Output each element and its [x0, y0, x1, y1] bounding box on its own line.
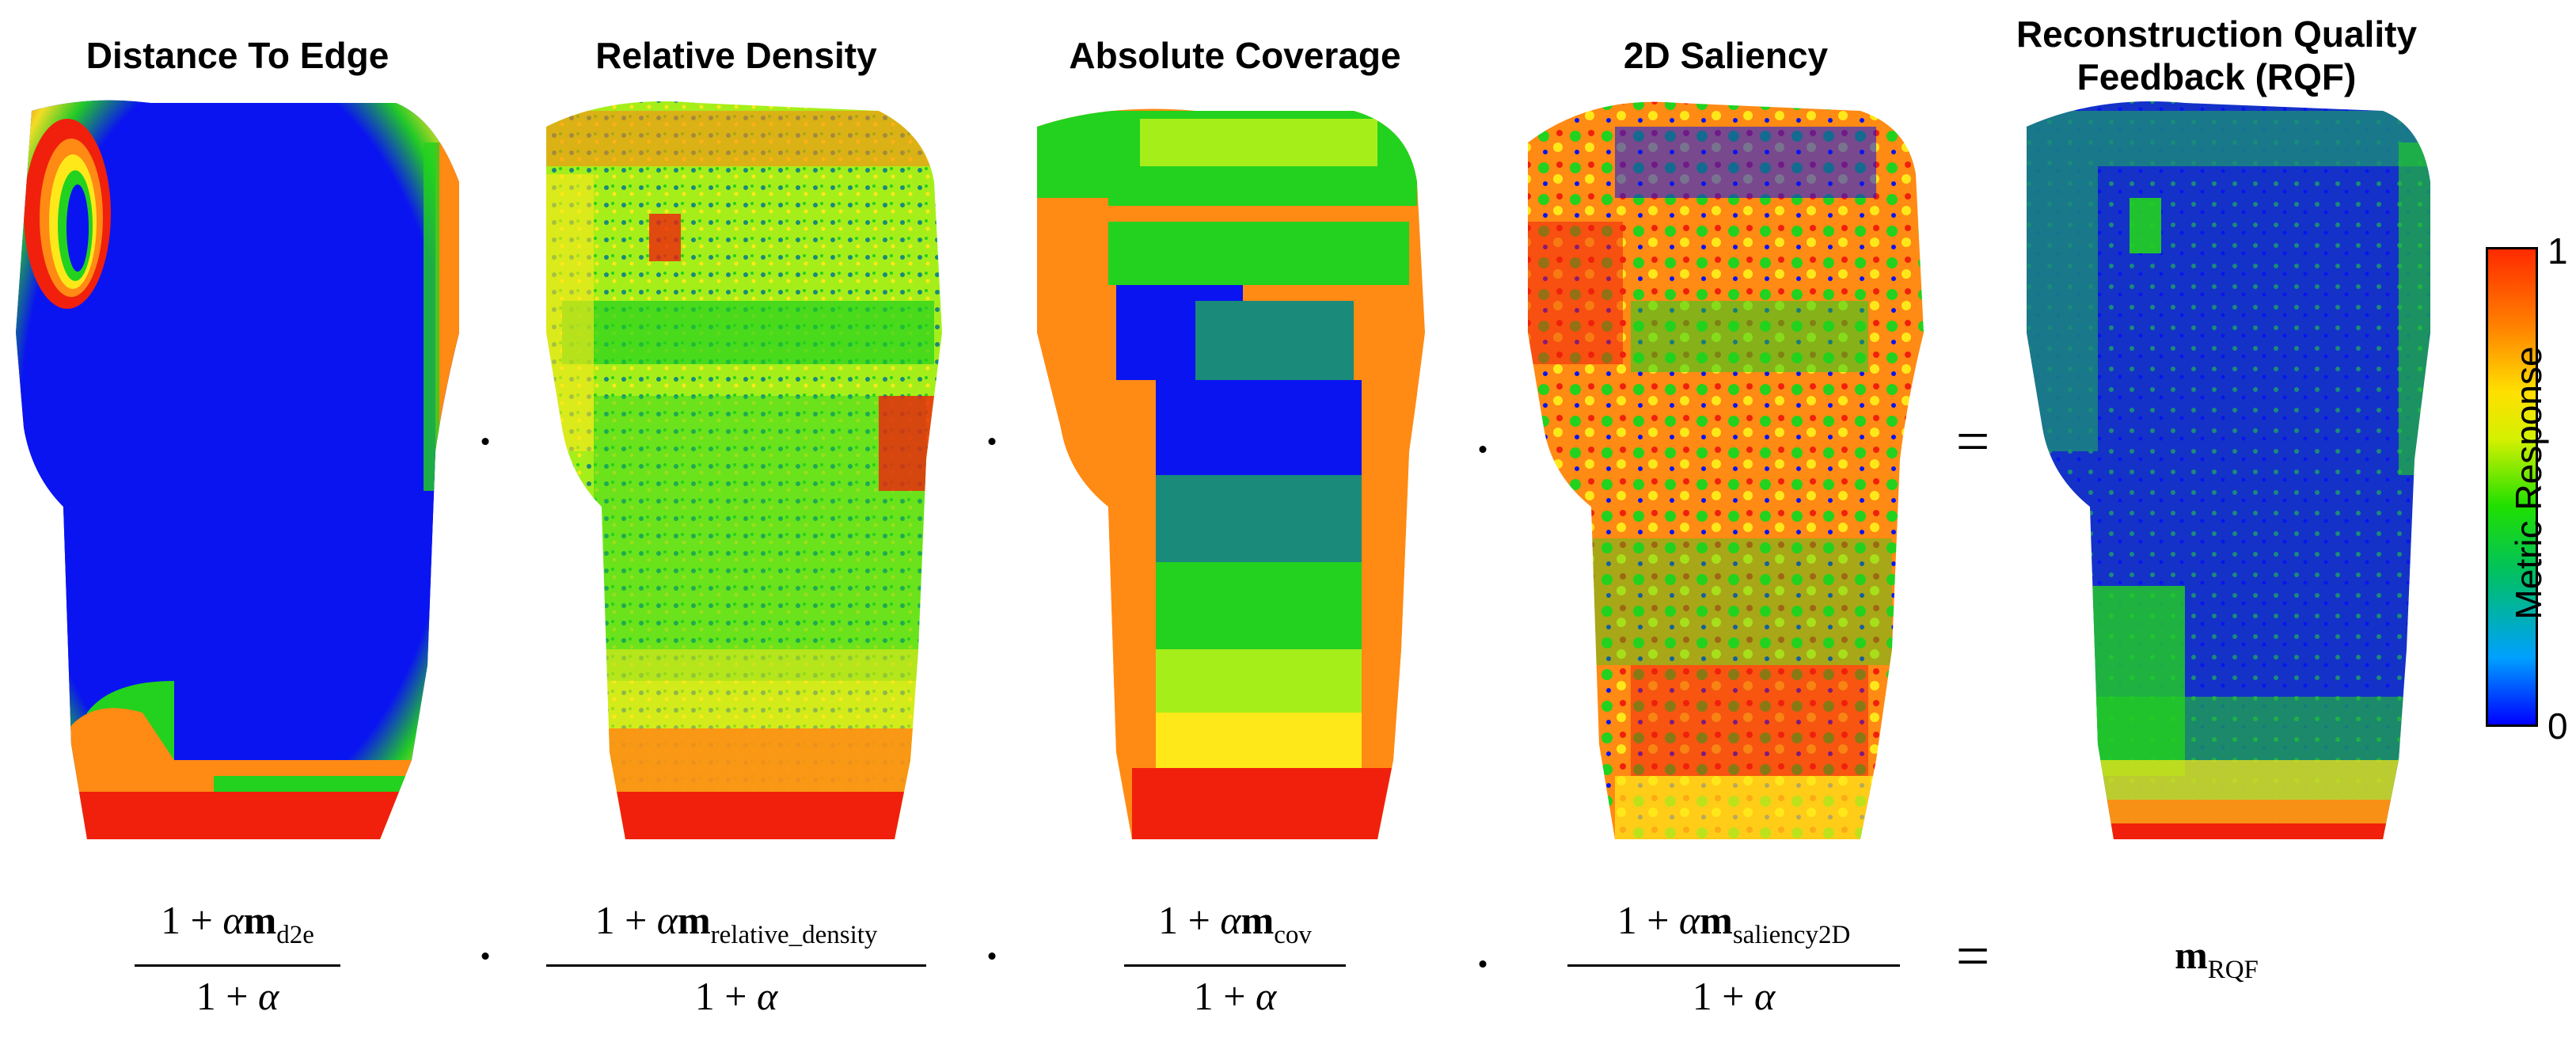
- panel-title-2d-saliency: 2D Saliency: [1623, 35, 1829, 76]
- fraction-bar: [1567, 964, 1900, 967]
- multiply-dot-operator-2: ·: [982, 409, 1002, 475]
- panel-title-absolute-coverage: Absolute Coverage: [1069, 35, 1401, 76]
- formula-numerator: 1 + αmrelative_density: [595, 898, 878, 949]
- rqf-heatmap: [2003, 95, 2446, 855]
- colorbar-gradient: [2486, 247, 2538, 727]
- colorbar-tick-min: 0: [2548, 705, 2568, 747]
- colorbar: 1 0 Metric Response: [2478, 230, 2573, 752]
- formula-dot-operator-3: ·: [1472, 931, 1493, 998]
- panel-title-relative-density: Relative Density: [595, 35, 877, 76]
- saliency-2d-heatmap: [1504, 95, 1947, 855]
- multiply-dot-operator-1: ·: [475, 409, 496, 475]
- colorbar-label: Metric Response: [2508, 346, 2549, 620]
- formula-denominator: 1 + α: [1692, 974, 1776, 1018]
- fraction-bar: [1124, 964, 1346, 967]
- fraction-bar: [546, 964, 926, 967]
- formula-rqf: mRQF: [2122, 895, 2312, 1021]
- formula-equals-operator: =: [1955, 923, 1990, 990]
- formula-denominator: 1 + α: [694, 974, 778, 1018]
- formula-denominator: 1 + α: [1193, 974, 1277, 1018]
- panel-title-rqf: Reconstruction Quality Feedback (RQF): [2016, 13, 2418, 97]
- relative-density-heatmap: [515, 95, 958, 855]
- distance-to-edge-heatmap: [16, 95, 459, 855]
- formula-numerator: 1 + αmd2e: [161, 898, 314, 949]
- formula-numerator: 1 + αmsaliency2D: [1617, 898, 1851, 949]
- absolute-coverage-heatmap: [1013, 95, 1457, 855]
- formula-result: mRQF: [2175, 932, 2259, 984]
- panel-title-distance-to-edge: Distance To Edge: [85, 35, 389, 76]
- formula-numerator: 1 + αmcov: [1158, 898, 1312, 949]
- formula-dot-operator-2: ·: [982, 923, 1002, 990]
- multiply-dot-operator-3: ·: [1472, 416, 1493, 483]
- formula-coverage: 1 + αmcov 1 + α: [1124, 895, 1346, 1021]
- formula-d2e: 1 + αmd2e 1 + α: [135, 895, 340, 1021]
- colorbar-tick-max: 1: [2548, 230, 2568, 272]
- formula-denominator: 1 + α: [196, 974, 279, 1018]
- formula-dot-operator-1: ·: [475, 923, 496, 990]
- equals-operator: =: [1955, 409, 1990, 475]
- formula-relative-density: 1 + αmrelative_density 1 + α: [546, 895, 926, 1021]
- fraction-bar: [135, 964, 340, 967]
- formula-saliency: 1 + αmsaliency2D 1 + α: [1567, 895, 1900, 1021]
